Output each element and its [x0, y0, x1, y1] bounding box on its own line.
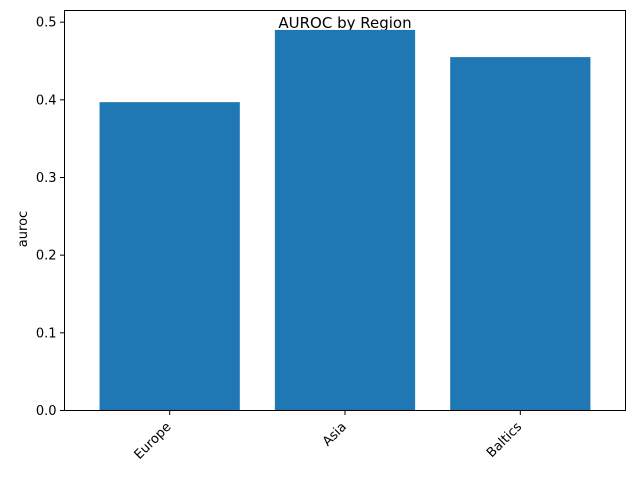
bar-baltics: [450, 57, 591, 411]
y-axis-ticks: 0.0 0.1 0.2 0.3 0.4 0.5: [36, 16, 65, 419]
bar-europe: [99, 102, 240, 411]
y-tick-label: 0.2: [36, 249, 57, 264]
bars-group: [99, 29, 591, 411]
y-tick-label: 0.1: [36, 326, 57, 341]
y-tick-label: 0.0: [36, 404, 57, 419]
y-tick-label: 0.4: [36, 93, 57, 108]
y-axis-label: auroc: [16, 211, 31, 247]
bar-asia: [274, 29, 416, 411]
y-tick-label: 0.3: [36, 171, 57, 186]
chart-title: AUROC by Region: [278, 14, 411, 32]
plot-frame: [64, 10, 626, 411]
y-tick-label: 0.5: [36, 16, 57, 31]
